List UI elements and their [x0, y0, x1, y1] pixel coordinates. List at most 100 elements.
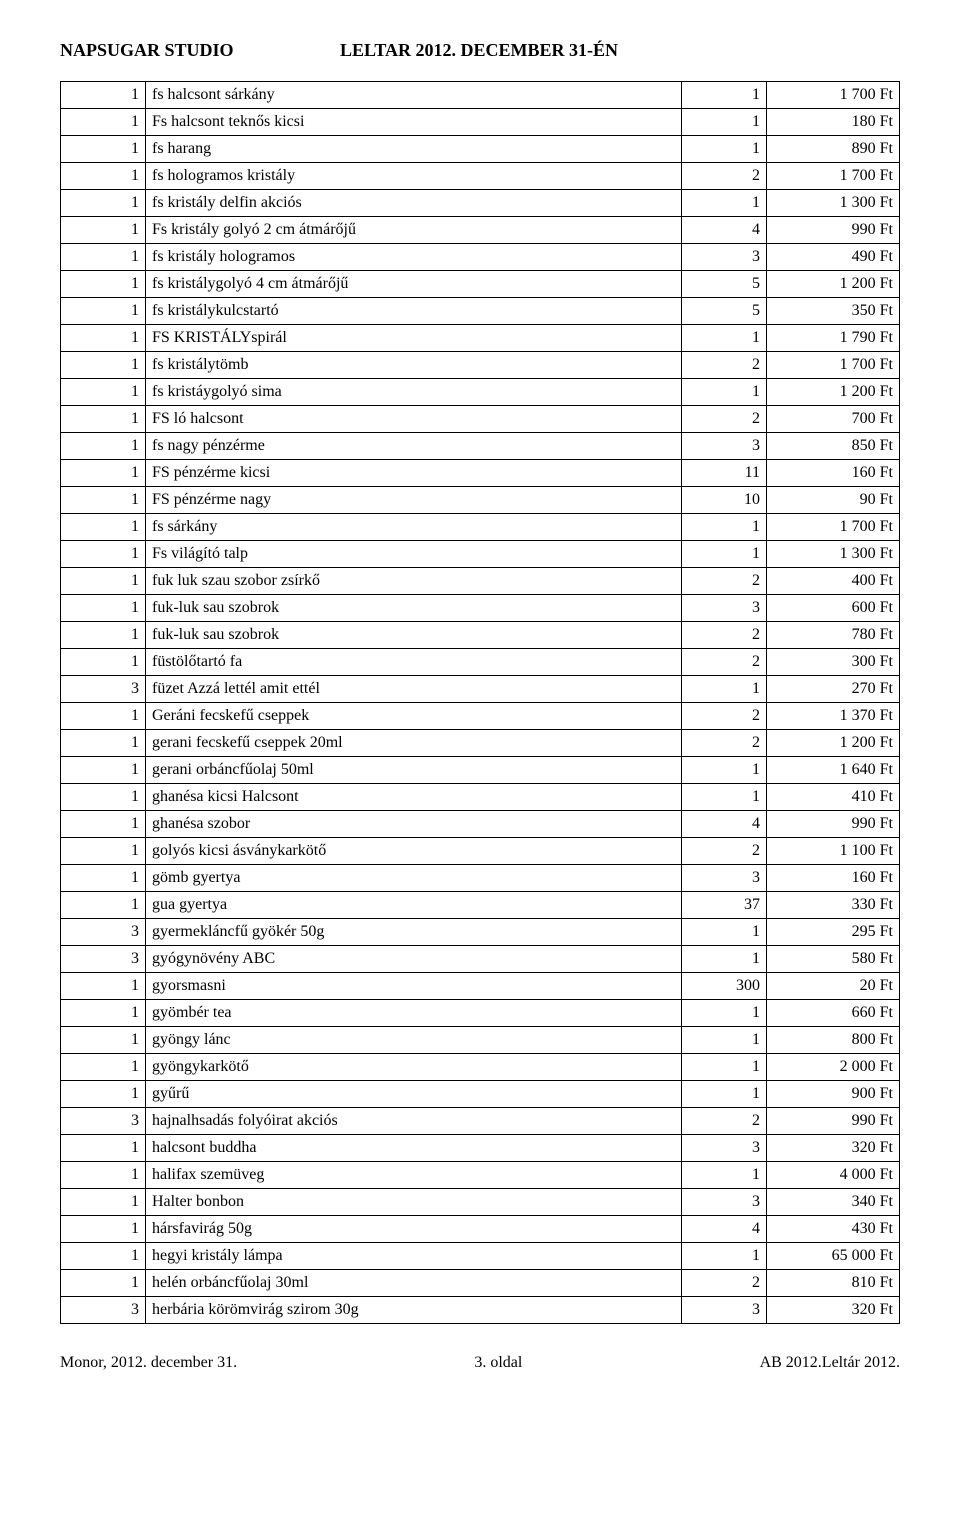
cell-name: gyöngy lánc [146, 1027, 682, 1054]
cell-name: Fs halcsont teknős kicsi [146, 109, 682, 136]
cell-price: 20 Ft [767, 973, 900, 1000]
cell-qty1: 1 [61, 1081, 146, 1108]
cell-qty2: 2 [682, 622, 767, 649]
table-row: 1fs kristálygolyó 4 cm átmárőjű51 200 Ft [61, 271, 900, 298]
cell-price: 2 000 Ft [767, 1054, 900, 1081]
table-row: 1FS KRISTÁLYspirál11 790 Ft [61, 325, 900, 352]
cell-name: FS KRISTÁLYspirál [146, 325, 682, 352]
cell-name: gerani orbáncfűolaj 50ml [146, 757, 682, 784]
cell-name: fs kristálykulcstartó [146, 298, 682, 325]
cell-name: Fs világító talp [146, 541, 682, 568]
cell-qty1: 1 [61, 271, 146, 298]
cell-price: 300 Ft [767, 649, 900, 676]
cell-qty2: 2 [682, 649, 767, 676]
cell-qty2: 3 [682, 1135, 767, 1162]
cell-price: 90 Ft [767, 487, 900, 514]
table-row: 1FS pénzérme kicsi11160 Ft [61, 460, 900, 487]
cell-price: 410 Ft [767, 784, 900, 811]
cell-name: herbária körömvirág szirom 30g [146, 1297, 682, 1324]
cell-price: 660 Ft [767, 1000, 900, 1027]
table-row: 1halcsont buddha3320 Ft [61, 1135, 900, 1162]
cell-price: 890 Ft [767, 136, 900, 163]
cell-name: golyós kicsi ásványkarkötő [146, 838, 682, 865]
table-row: 1gömb gyertya3160 Ft [61, 865, 900, 892]
cell-name: gerani fecskefű cseppek 20ml [146, 730, 682, 757]
cell-name: helén orbáncfűolaj 30ml [146, 1270, 682, 1297]
cell-qty1: 1 [61, 487, 146, 514]
table-row: 1fs harang1890 Ft [61, 136, 900, 163]
cell-qty2: 2 [682, 568, 767, 595]
cell-qty1: 1 [61, 730, 146, 757]
cell-price: 1 700 Ft [767, 514, 900, 541]
cell-name: fs sárkány [146, 514, 682, 541]
cell-qty1: 1 [61, 352, 146, 379]
cell-qty1: 1 [61, 892, 146, 919]
cell-price: 1 700 Ft [767, 163, 900, 190]
inventory-table: 1fs halcsont sárkány11 700 Ft1Fs halcson… [60, 81, 900, 1324]
table-row: 3gyermekláncfű gyökér 50g1295 Ft [61, 919, 900, 946]
cell-qty1: 1 [61, 784, 146, 811]
cell-name: gua gyertya [146, 892, 682, 919]
cell-qty1: 1 [61, 217, 146, 244]
table-row: 1ghanésa szobor4990 Ft [61, 811, 900, 838]
cell-name: gömb gyertya [146, 865, 682, 892]
cell-price: 1 640 Ft [767, 757, 900, 784]
cell-price: 330 Ft [767, 892, 900, 919]
cell-price: 850 Ft [767, 433, 900, 460]
cell-price: 350 Ft [767, 298, 900, 325]
footer-left: Monor, 2012. december 31. [60, 1354, 237, 1372]
cell-qty2: 1 [682, 784, 767, 811]
cell-qty2: 2 [682, 163, 767, 190]
cell-qty1: 1 [61, 1027, 146, 1054]
cell-name: fs hologramos kristály [146, 163, 682, 190]
cell-price: 320 Ft [767, 1297, 900, 1324]
cell-name: gyöngykarkötő [146, 1054, 682, 1081]
cell-qty1: 1 [61, 541, 146, 568]
cell-qty2: 2 [682, 703, 767, 730]
table-row: 1fs kristálykulcstartó5350 Ft [61, 298, 900, 325]
page-header: NAPSUGAR STUDIO LELTAR 2012. DECEMBER 31… [60, 40, 900, 61]
cell-name: gyömbér tea [146, 1000, 682, 1027]
cell-price: 320 Ft [767, 1135, 900, 1162]
table-row: 1gyűrű1900 Ft [61, 1081, 900, 1108]
table-row: 1hársfavirág 50g4430 Ft [61, 1216, 900, 1243]
cell-name: FS pénzérme kicsi [146, 460, 682, 487]
cell-qty1: 1 [61, 163, 146, 190]
table-row: 1fs kristály hologramos3490 Ft [61, 244, 900, 271]
cell-name: fs kristály hologramos [146, 244, 682, 271]
cell-qty1: 1 [61, 865, 146, 892]
table-row: 1FS pénzérme nagy1090 Ft [61, 487, 900, 514]
footer-right: AB 2012.Leltár 2012. [760, 1354, 900, 1372]
cell-qty2: 1 [682, 541, 767, 568]
table-row: 1Geráni fecskefű cseppek21 370 Ft [61, 703, 900, 730]
cell-name: Geráni fecskefű cseppek [146, 703, 682, 730]
cell-qty1: 1 [61, 433, 146, 460]
footer-center: 3. oldal [474, 1354, 522, 1372]
cell-qty2: 1 [682, 325, 767, 352]
cell-qty2: 37 [682, 892, 767, 919]
cell-price: 1 300 Ft [767, 541, 900, 568]
cell-qty2: 3 [682, 244, 767, 271]
cell-qty2: 3 [682, 1297, 767, 1324]
cell-qty1: 1 [61, 406, 146, 433]
cell-name: gyermekláncfű gyökér 50g [146, 919, 682, 946]
cell-qty1: 1 [61, 1054, 146, 1081]
cell-price: 1 200 Ft [767, 379, 900, 406]
cell-qty2: 11 [682, 460, 767, 487]
table-row: 1Fs kristály golyó 2 cm átmárőjű4990 Ft [61, 217, 900, 244]
cell-name: gyűrű [146, 1081, 682, 1108]
cell-qty1: 1 [61, 136, 146, 163]
cell-qty2: 2 [682, 406, 767, 433]
cell-price: 580 Ft [767, 946, 900, 973]
cell-qty2: 1 [682, 1027, 767, 1054]
table-row: 1fs nagy pénzérme3850 Ft [61, 433, 900, 460]
cell-name: fs kristálytömb [146, 352, 682, 379]
cell-qty2: 2 [682, 730, 767, 757]
cell-name: fs kristály delfin akciós [146, 190, 682, 217]
cell-price: 65 000 Ft [767, 1243, 900, 1270]
cell-qty2: 300 [682, 973, 767, 1000]
cell-name: gyorsmasni [146, 973, 682, 1000]
cell-qty2: 5 [682, 271, 767, 298]
cell-price: 1 700 Ft [767, 82, 900, 109]
cell-qty1: 3 [61, 676, 146, 703]
